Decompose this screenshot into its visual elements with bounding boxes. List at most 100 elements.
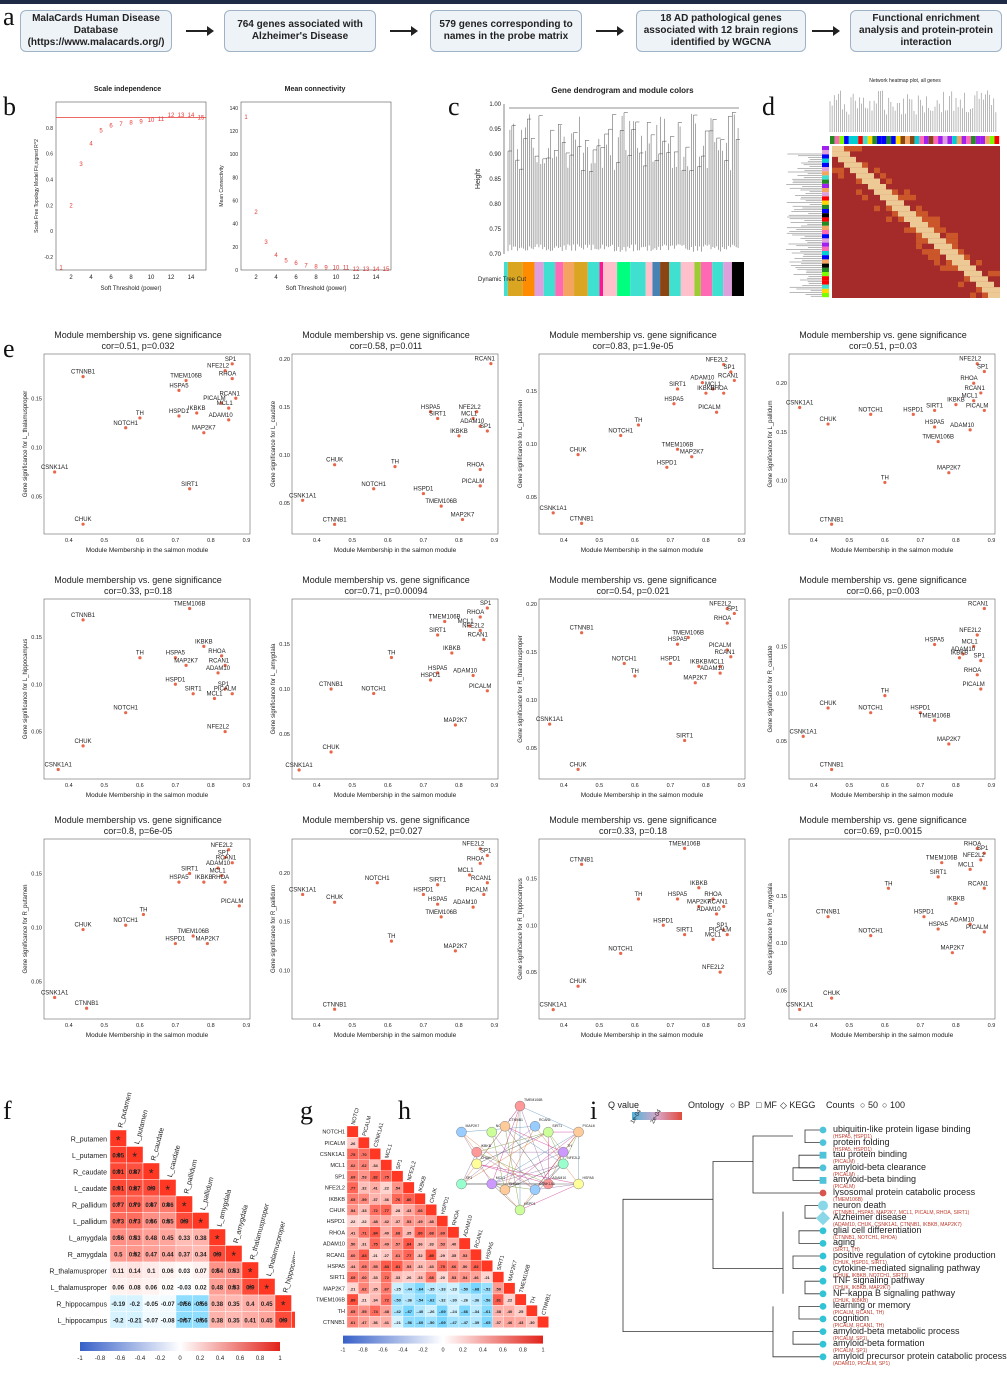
corr-value: 0.34 <box>195 1252 207 1258</box>
gene-label: HSPD1 <box>421 673 442 679</box>
heatmap-cell <box>862 167 868 174</box>
gene-point <box>485 689 489 693</box>
gene-point <box>460 517 465 522</box>
significance-star: * <box>281 1298 286 1312</box>
module-color-band <box>731 262 744 296</box>
corr-value: .35 <box>372 1286 378 1291</box>
corr-value: -.60 <box>416 1320 424 1325</box>
significance-star: * <box>116 1216 121 1230</box>
data-point-label: 10 <box>148 118 155 124</box>
gene-label: MAP2K7 <box>680 450 704 456</box>
corr-value: 0.44 <box>162 1252 174 1258</box>
column-label: ADAM10 <box>463 1215 474 1238</box>
y-tick-label: 0.2 <box>46 203 53 209</box>
corr-value: 0.47 <box>145 1252 157 1258</box>
gene-point <box>188 606 192 611</box>
go-term-name: protein folding <box>833 1136 890 1147</box>
x-axis-label: Module Membership in the salmon module <box>831 547 954 554</box>
corr-value: 0.55 <box>162 1219 174 1225</box>
gene-point <box>982 408 986 413</box>
mm-plot-correlation: cor=0.33, p=0.18 <box>598 826 668 836</box>
corr-value: 0.53 <box>228 1269 240 1275</box>
ppi-node-label: SP1 <box>465 1176 472 1180</box>
gene-label: HSPA5 <box>668 892 688 898</box>
ppi-edge <box>461 1131 492 1185</box>
heatmap-cell <box>850 167 856 174</box>
kegg-marker <box>815 1211 831 1226</box>
corr-value: 0.08 <box>129 1285 141 1291</box>
x-axis-label: Module Membership in the salmon module <box>581 792 704 799</box>
gene-point <box>704 391 708 395</box>
go-term-name: amyloid-beta metabolic process <box>833 1325 960 1336</box>
ppi-node <box>573 1126 584 1138</box>
gene-label: RCAN1 <box>718 373 739 379</box>
ppi-node-label: NFE2L2 <box>567 1156 580 1160</box>
gene-point <box>375 881 379 885</box>
heatmap-cell <box>862 173 868 179</box>
heatmap-cell <box>916 216 922 222</box>
module-color-band <box>712 262 724 296</box>
mm-plot-title: Module membership vs. gene significance <box>302 815 470 825</box>
module-color-band <box>534 262 544 296</box>
scale-tick: -0.6 <box>378 1348 387 1354</box>
gene-point <box>53 995 57 1000</box>
branch <box>798 1154 823 1169</box>
corr-value: 0.45 <box>261 1318 273 1324</box>
module-color-band <box>555 262 564 296</box>
ppi-node <box>573 1178 584 1190</box>
plot-frame <box>291 598 499 780</box>
heatmap-cell <box>934 249 940 255</box>
corr-value: -.33 <box>439 1286 447 1291</box>
gene-point <box>968 428 972 432</box>
column-label: R_hippocampus <box>282 1242 295 1293</box>
heatmap-cell <box>904 194 910 201</box>
significance-star: * <box>182 1315 187 1329</box>
corr-value: .89 <box>350 1298 356 1303</box>
module-color-side <box>822 213 829 218</box>
y-tick-label: 140 <box>230 106 239 112</box>
go-term-genes: (ADAM10, CHUK, CSNK1A1, CTNNB1, IKBKB, M… <box>833 1222 962 1229</box>
heatmap-cell <box>904 189 910 195</box>
gene-point <box>450 651 454 655</box>
bp-marker <box>819 1328 827 1335</box>
corr-value: -.21 <box>394 1320 402 1325</box>
corr-value: .44 <box>350 1264 356 1269</box>
gene-label: HSPA5 <box>428 666 448 672</box>
gene-label: MCL1 <box>461 411 478 417</box>
y-axis-label: Gene significance for R_putamen <box>23 884 29 973</box>
corr-value: 0.91 <box>112 1170 124 1176</box>
column-label: L_caudate <box>167 1145 182 1178</box>
corr-value: .50 <box>350 1242 356 1247</box>
heatmap-cell <box>910 222 916 228</box>
x-tick-label: 10 <box>333 275 340 281</box>
module-color-side <box>822 196 829 201</box>
heatmap-cell <box>952 265 958 271</box>
heatmap-cell <box>976 287 982 293</box>
heatmap-cell <box>958 260 964 266</box>
corr-value: -0.2 <box>113 1318 124 1324</box>
y-tick-label: 0.10 <box>31 925 42 931</box>
plot-frame <box>788 598 996 780</box>
gene-point <box>718 664 722 668</box>
heatmap-cell <box>916 243 922 250</box>
corr-value: .21 <box>361 1298 367 1303</box>
mm-plot-title: Module membership vs. gene significance <box>54 575 222 585</box>
gene-label: CTNNB1 <box>570 626 595 632</box>
corr-value: -.50 <box>428 1320 436 1325</box>
y-tick-label: 0.10 <box>776 941 787 947</box>
significance-star: * <box>116 1166 121 1180</box>
gene-point <box>798 405 802 410</box>
mm-scatter-plot: 0.4 0.5 0.6 0.7 0.8 0.9 0.05 0.10 0.15 Module Mem… <box>518 838 746 1039</box>
gene-label: ADAM10 <box>209 413 234 419</box>
gene-label: ADAM10 <box>460 419 485 425</box>
gene-point <box>979 858 983 862</box>
go-term-name: neuron death <box>833 1199 887 1210</box>
x-tick-label: 0.8 <box>455 1023 463 1029</box>
x-tick-label: 0.8 <box>702 538 710 544</box>
gene-label: CTNNB1 <box>570 857 595 863</box>
gene-point <box>223 855 227 859</box>
gene-label: IKBKB <box>690 881 708 887</box>
flow-arrow-1 <box>186 26 214 36</box>
gene-point <box>947 471 951 475</box>
